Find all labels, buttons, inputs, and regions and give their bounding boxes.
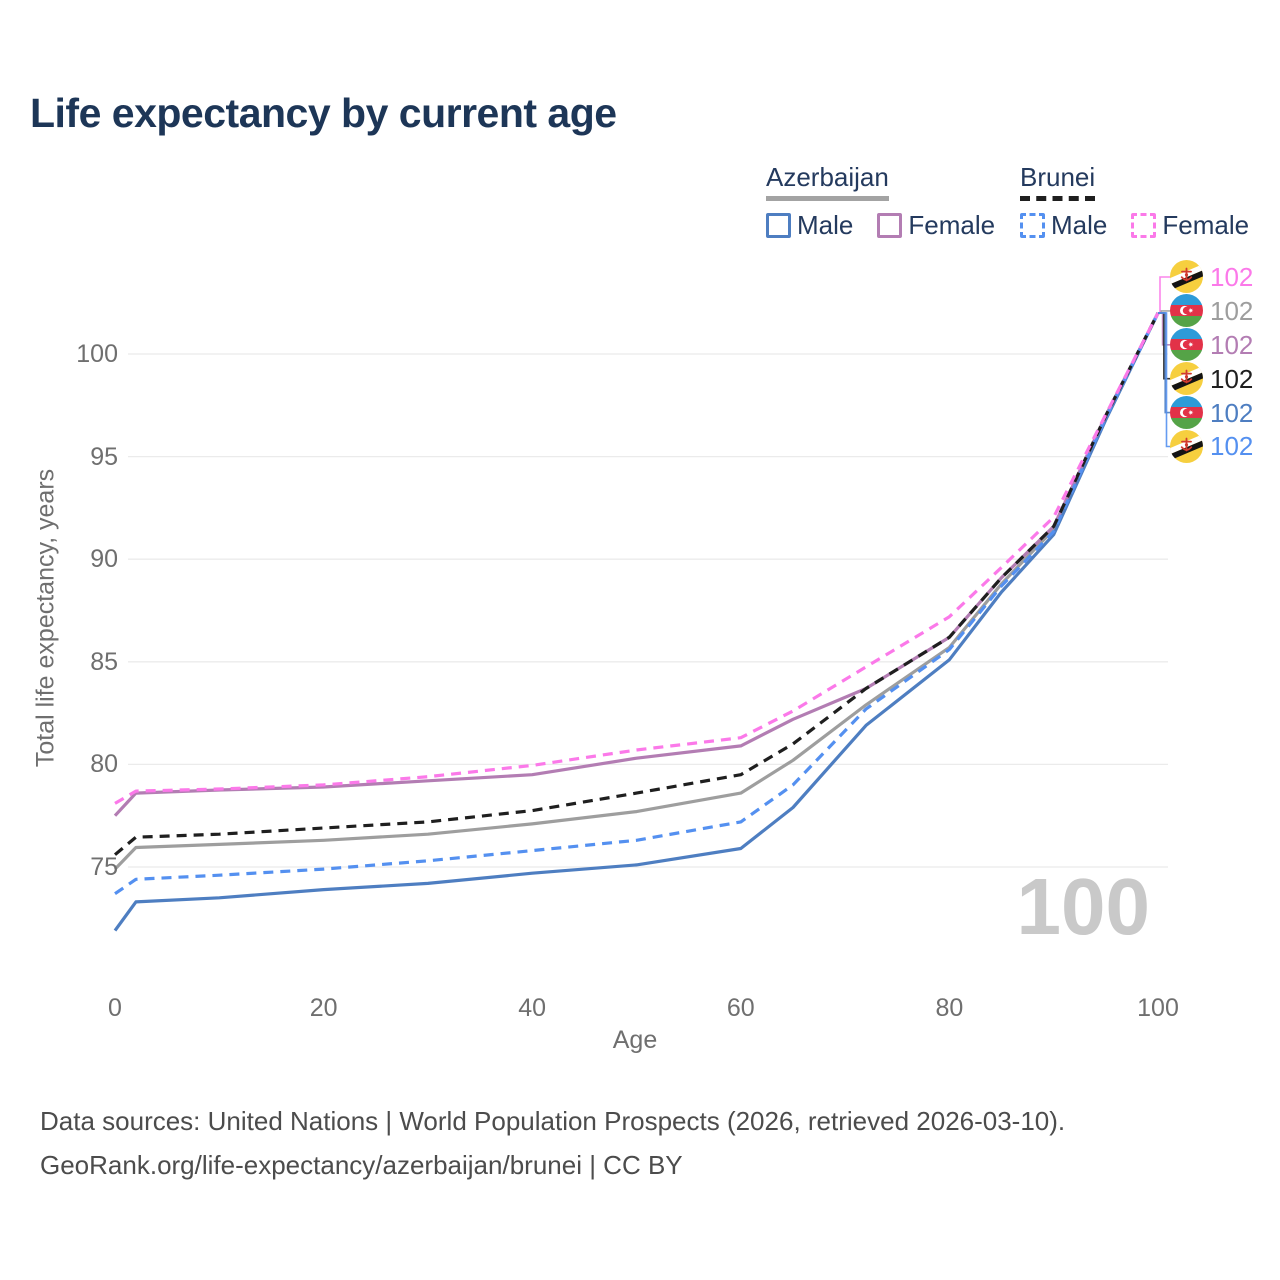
end-value: 102: [1210, 329, 1254, 360]
legend-country-brunei[interactable]: Brunei: [1020, 162, 1096, 201]
data-sources-text: Data sources: United Nations | World Pop…: [40, 1106, 1066, 1136]
legend-item-brunei-male[interactable]: Male: [1020, 210, 1107, 241]
azerbaijan-flag-icon: [1170, 396, 1203, 429]
x-tick-label-0: 0: [108, 994, 122, 1022]
azerbaijan-female-line-swatch: [877, 213, 903, 238]
page-title: Life expectancy by current age: [30, 90, 617, 136]
end-label-brunei-both-sexes[interactable]: 102: [1170, 362, 1253, 396]
x-tick-label-40: 40: [518, 994, 547, 1022]
legend-item-brunei-female[interactable]: Female: [1131, 210, 1249, 241]
x-tick-label-60: 60: [726, 994, 755, 1022]
end-label-azerbaijan-both-sexes[interactable]: 102: [1170, 294, 1253, 328]
end-label-brunei-female[interactable]: 102: [1170, 260, 1253, 294]
end-value: 102: [1210, 397, 1254, 428]
plot-line-brunei-female[interactable]: [114, 312, 1160, 805]
y-axis-title: Total life expectancy, years: [31, 468, 60, 768]
legend-item-azerbaijan-female[interactable]: Female: [877, 210, 995, 241]
brunei-flag-icon: [1170, 260, 1203, 294]
end-label-brunei-male[interactable]: 102: [1170, 429, 1253, 463]
y-tick-label-75: 75: [90, 853, 118, 881]
azerbaijan-male-line-swatch: [766, 213, 791, 238]
x-tick-label-20: 20: [309, 994, 338, 1022]
azerbaijan-flag-icon: [1170, 294, 1203, 328]
legend-item-label: Female: [1162, 210, 1250, 240]
brunei-female-line-swatch: [1131, 213, 1157, 238]
brunei-flag-icon: [1170, 362, 1203, 396]
legend-item-label: Male: [797, 210, 854, 240]
x-axis-title: Age: [612, 1026, 658, 1054]
plot-line-brunei-both-sexes[interactable]: [113, 312, 1160, 856]
legend-country-azerbaijan[interactable]: Azerbaijan: [766, 162, 889, 201]
end-value: 102: [1210, 295, 1254, 326]
end-label-connector-6: [1158, 312, 1171, 448]
x-tick-label-80: 80: [935, 994, 964, 1022]
y-tick-label-90: 90: [90, 545, 118, 574]
legend-group-brunei: Brunei Male Female: [1020, 162, 1273, 241]
legend-items-brunei: Male Female: [1020, 210, 1273, 241]
legend-item-label: Male: [1051, 210, 1108, 240]
y-tick-label-100: 100: [76, 340, 118, 368]
brunei-male-line-swatch: [1020, 213, 1045, 238]
legend-item-label: Female: [908, 210, 996, 240]
end-value: 102: [1210, 431, 1254, 462]
legend-group-azerbaijan: Azerbaijan Male Female: [766, 162, 1019, 241]
legend-item-azerbaijan-male[interactable]: Male: [766, 210, 853, 241]
end-label-azerbaijan-male[interactable]: 102: [1170, 396, 1253, 430]
y-tick-label-80: 80: [90, 750, 118, 779]
brunei-flag-icon: [1170, 429, 1203, 463]
plot-line-azerbaijan-male[interactable]: [113, 312, 1160, 932]
y-tick-label-95: 95: [90, 442, 118, 471]
y-tick-label-85: 85: [90, 647, 118, 676]
azerbaijan-flag-icon: [1170, 328, 1203, 362]
legend-items-azerbaijan: Male Female: [766, 210, 1019, 241]
plot-line-brunei-male[interactable]: [114, 312, 1160, 896]
end-value: 102: [1210, 261, 1254, 292]
series-end-labels: 102 102 102: [1170, 260, 1253, 463]
end-label-azerbaijan-female[interactable]: 102: [1170, 328, 1253, 362]
attribution-link-text[interactable]: GeoRank.org/life-expectancy/azerbaijan/b…: [40, 1150, 683, 1180]
end-value: 102: [1210, 363, 1254, 394]
x-tick-label-100: 100: [1137, 994, 1179, 1022]
plot-line-azerbaijan-female[interactable]: [113, 312, 1160, 817]
current-age-watermark: 100: [1016, 862, 1150, 951]
